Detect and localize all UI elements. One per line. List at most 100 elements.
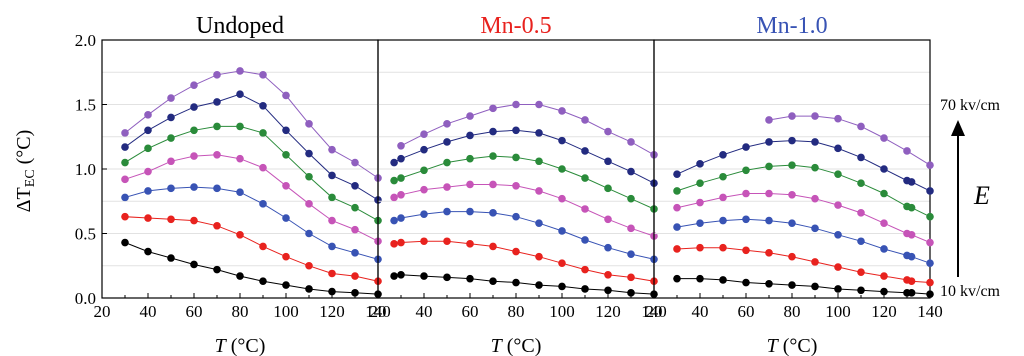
data-point (259, 163, 267, 172)
data-point (190, 126, 198, 135)
x-tick-label: 100 (549, 302, 575, 321)
data-point (328, 269, 336, 278)
data-point (144, 214, 152, 222)
data-point (390, 193, 398, 202)
x-axis-label-mn-0-5: T (°C) (491, 335, 542, 356)
data-point (811, 163, 819, 172)
y-tick-label: 0.5 (75, 225, 96, 244)
x-tick-label: 40 (416, 302, 433, 321)
panel-undoped: 20 40 60 80 100 120 140 0.0 0.5 1.0 1.5 2.0 (75, 31, 391, 321)
x-tick-label: 60 (462, 302, 479, 321)
data-point (719, 216, 727, 225)
series-line (393, 211, 655, 260)
data-point (259, 101, 267, 110)
series-line (394, 240, 655, 282)
data-point (167, 157, 175, 166)
data-point (282, 214, 290, 222)
data-point (742, 246, 750, 255)
data-point (512, 278, 520, 287)
y-axis-label-unit: (°C) (13, 130, 35, 170)
data-point (834, 114, 842, 123)
data-point (696, 198, 704, 207)
data-point (443, 158, 451, 167)
data-point (190, 152, 198, 160)
data-point (627, 194, 635, 203)
data-point (351, 249, 359, 257)
field-arrow-head (951, 120, 965, 136)
y-axis-label-sub: EC (23, 169, 38, 187)
data-point (512, 100, 520, 109)
data-point (397, 238, 405, 247)
data-point (535, 129, 543, 137)
data-point (673, 203, 681, 212)
data-point (236, 272, 244, 280)
data-point (397, 154, 405, 163)
data-point (719, 193, 727, 202)
data-point (282, 181, 290, 190)
data-point (328, 242, 336, 251)
data-point (719, 172, 727, 181)
x-axis-label-mn-1-0: T (°C) (767, 335, 818, 356)
data-point (604, 286, 612, 295)
data-point (512, 247, 520, 256)
data-point (834, 144, 842, 153)
data-point (121, 193, 129, 202)
data-point (627, 167, 635, 176)
data-point (857, 209, 865, 217)
data-point (673, 187, 681, 195)
data-point (213, 265, 221, 274)
data-point (512, 126, 520, 135)
data-point (397, 214, 405, 222)
series-line (676, 247, 931, 283)
data-point (167, 184, 175, 193)
data-point (213, 71, 221, 79)
series-line (400, 104, 655, 156)
y-axis-label-main: ΔT (13, 187, 35, 212)
data-point (420, 130, 428, 138)
data-point (696, 219, 704, 227)
data-point (236, 122, 244, 131)
data-point (719, 276, 727, 284)
series-line (677, 278, 931, 295)
data-point (857, 268, 865, 277)
data-point (466, 240, 474, 248)
data-point (512, 212, 520, 221)
x-axis-label-var: T (767, 335, 780, 356)
data-point (926, 212, 934, 221)
data-point (443, 273, 451, 282)
data-point (788, 161, 796, 169)
data-point (328, 145, 336, 154)
data-point (443, 120, 451, 128)
data-point (535, 281, 543, 289)
data-point (535, 100, 543, 109)
data-point (696, 274, 704, 283)
data-point (907, 289, 916, 297)
data-point (581, 174, 589, 182)
data-point (857, 179, 865, 187)
data-point (213, 122, 221, 131)
data-point (581, 236, 589, 244)
data-point (213, 151, 221, 159)
data-point (880, 287, 888, 296)
data-point (673, 223, 681, 231)
data-point (466, 274, 474, 283)
data-point (390, 176, 398, 185)
data-point (811, 224, 819, 233)
data-point (811, 138, 819, 146)
data-point (420, 210, 428, 218)
x-tick-label: 40 (692, 302, 709, 321)
data-point (907, 178, 916, 186)
data-point (351, 203, 359, 212)
data-point (144, 187, 152, 195)
panel-mn-1-0: 20 40 60 80 100 120 140 (646, 39, 943, 321)
data-point (390, 240, 398, 248)
svg-text:T (°C): T (°C) (215, 335, 266, 356)
data-point (558, 282, 566, 291)
data-point (144, 167, 152, 176)
data-point (673, 170, 681, 178)
series-line (124, 70, 379, 179)
data-point (765, 116, 773, 124)
data-point (627, 224, 635, 233)
x-tick-label: 60 (186, 302, 203, 321)
